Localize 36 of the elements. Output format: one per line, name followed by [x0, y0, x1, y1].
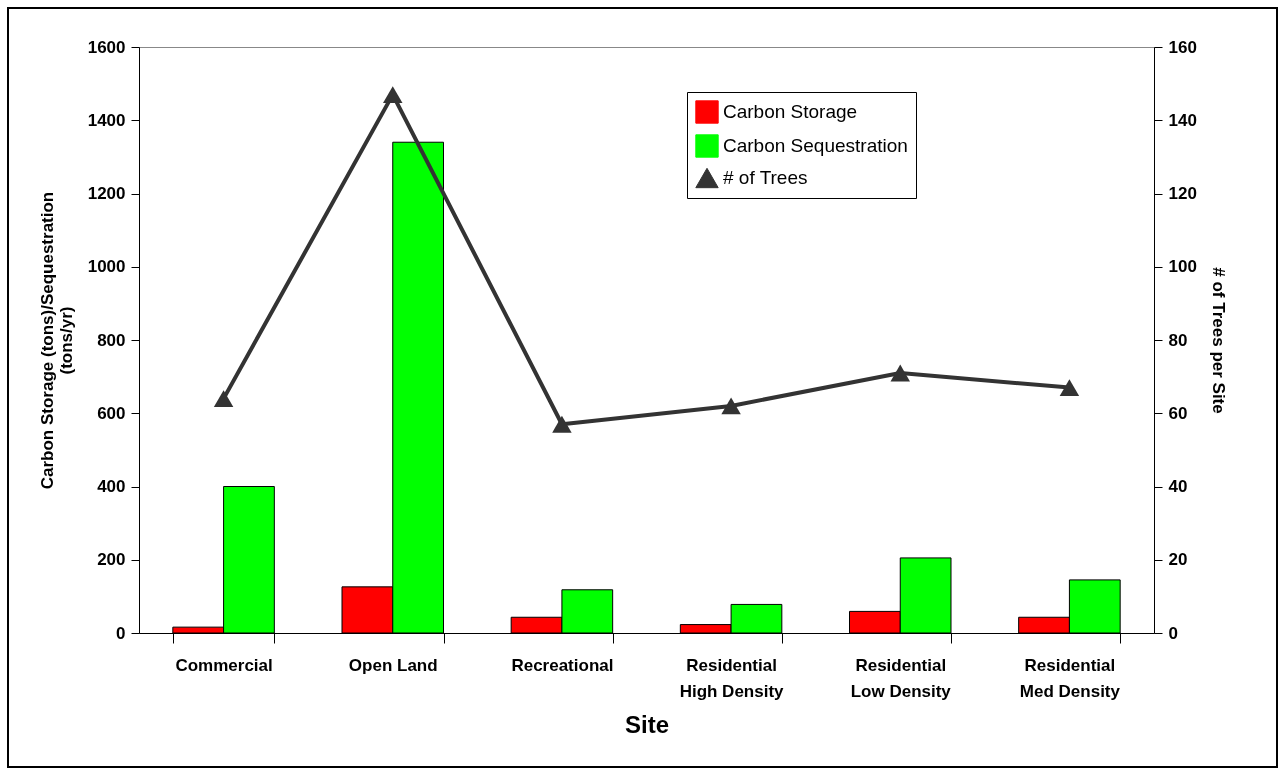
x-tick-label: Residential High Density	[679, 655, 785, 701]
y-tick-label: 1600	[87, 37, 126, 57]
x-tick-label: Recreational	[511, 655, 614, 675]
y-tick-label: 1400	[87, 110, 126, 130]
y-tick-label: 800	[97, 330, 126, 350]
y2-tick-label: 0	[1168, 623, 1178, 643]
x-tick-label: Residential Med Density	[1019, 655, 1121, 701]
y2-tick-label: 100	[1168, 257, 1197, 277]
y-tick-label: 400	[97, 477, 126, 496]
y2-tick-label: 120	[1168, 184, 1197, 203]
point	[890, 364, 910, 382]
y-tick-label: 0	[116, 623, 126, 643]
y-tick-label: 200	[97, 550, 126, 570]
point	[383, 86, 403, 104]
x-tick-label: Open Land	[348, 655, 438, 675]
point	[213, 390, 234, 408]
x-tick-label: Commercial	[175, 655, 273, 675]
point	[1059, 379, 1080, 397]
y2-tick-label: 20	[1168, 550, 1188, 570]
y2-tick-label: 40	[1168, 477, 1188, 496]
y-tick-label: 600	[97, 403, 126, 423]
y2-tick-label: 80	[1168, 330, 1188, 350]
legend-label: Carbon Storage	[723, 101, 858, 122]
legend-label: Carbon Sequestration	[723, 135, 908, 156]
x-axis-title: Site	[624, 710, 670, 738]
y-axis-title: Carbon Storage (tons)/Sequestration (tons/yr)	[37, 191, 76, 490]
point	[721, 397, 741, 415]
y2-axis-title: # of Trees per Site	[1208, 267, 1228, 414]
legend-label: # of Trees	[723, 167, 808, 188]
y-tick-label: 1200	[87, 184, 126, 203]
y-tick-label: 1000	[87, 257, 126, 277]
y2-tick-label: 140	[1168, 110, 1197, 130]
point	[552, 415, 572, 433]
y2-tick-label: 160	[1168, 37, 1197, 57]
y2-tick-label: 60	[1168, 403, 1188, 423]
x-tick-label: Residential Low Density	[850, 655, 952, 701]
